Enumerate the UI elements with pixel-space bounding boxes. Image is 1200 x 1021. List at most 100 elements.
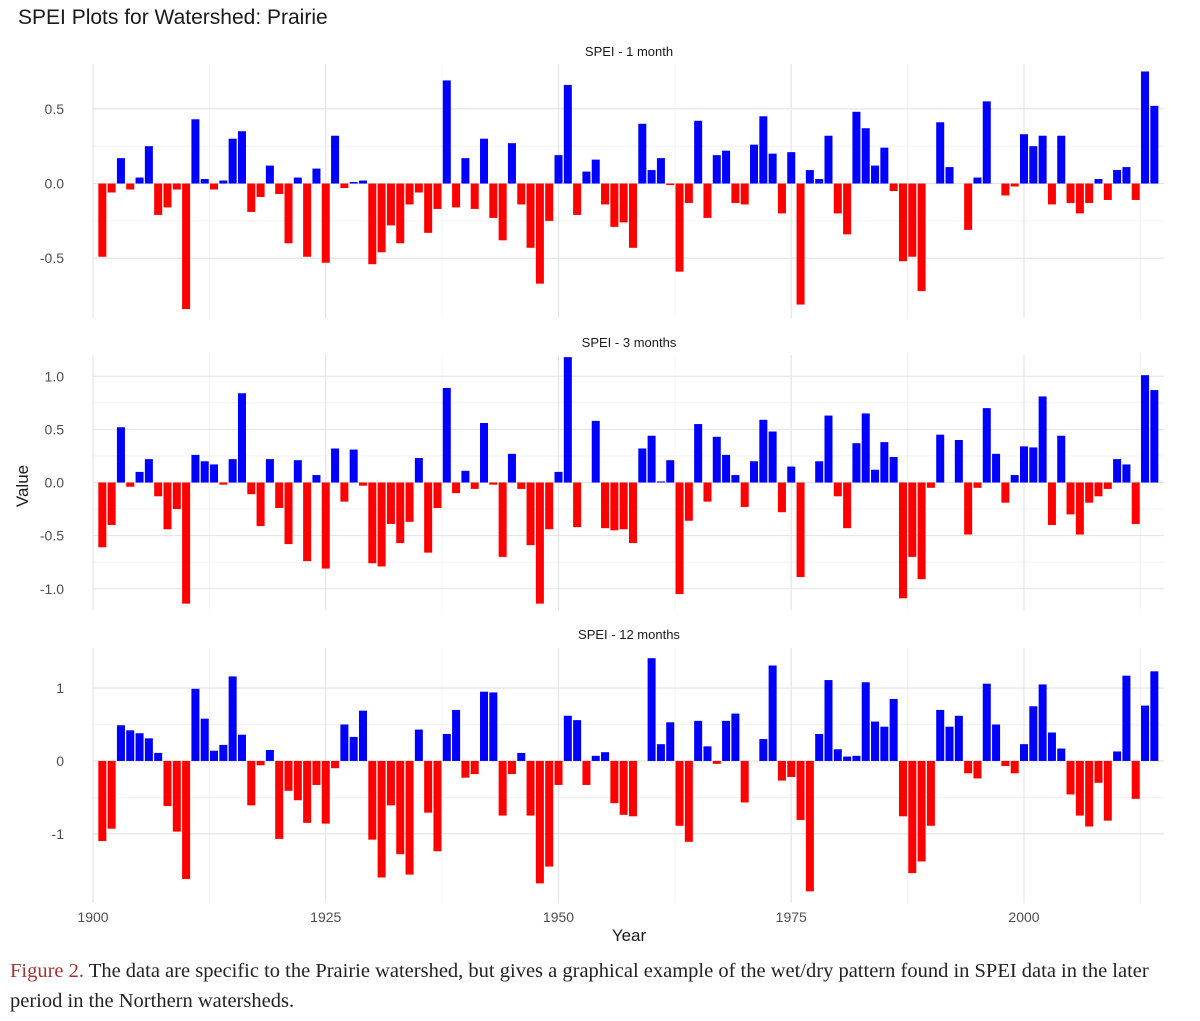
bar-1951 bbox=[563, 357, 572, 483]
bar-1988 bbox=[908, 183, 917, 257]
bar-1974 bbox=[777, 183, 786, 214]
bar-1957 bbox=[619, 482, 628, 530]
bar-2002 bbox=[1038, 684, 1047, 761]
bar-1927 bbox=[340, 482, 349, 502]
bar-1910 bbox=[182, 482, 191, 604]
bar-1920 bbox=[275, 482, 284, 508]
figure-caption: Figure 2. The data are specific to the P… bbox=[10, 956, 1190, 1016]
bar-1952 bbox=[573, 720, 582, 761]
bar-1984 bbox=[871, 469, 880, 483]
panel-spei-3-months: SPEI - 3 months 1.0 0.5 0.0 -0.5 -1.0 bbox=[40, 335, 1164, 610]
bar-2006 bbox=[1075, 482, 1084, 535]
bar-1995 bbox=[973, 760, 982, 779]
bar-1903 bbox=[116, 158, 125, 184]
bar-2008 bbox=[1094, 482, 1103, 497]
bar-1924 bbox=[312, 475, 321, 483]
bar-1950 bbox=[554, 471, 563, 483]
bar-1991 bbox=[936, 434, 945, 483]
bar-1969 bbox=[731, 713, 740, 761]
bar-1908 bbox=[163, 482, 172, 530]
bar-2005 bbox=[1066, 482, 1075, 515]
bar-1955 bbox=[601, 482, 610, 529]
bar-1918 bbox=[256, 183, 265, 197]
bar-1911 bbox=[191, 119, 200, 184]
bar-1931 bbox=[377, 482, 386, 567]
bar-1981 bbox=[843, 183, 852, 235]
bar-1995 bbox=[973, 482, 982, 488]
bar-1935 bbox=[414, 458, 423, 483]
bar-1941 bbox=[470, 760, 479, 775]
bar-1934 bbox=[405, 183, 414, 205]
bar-1952 bbox=[573, 183, 582, 215]
y-tick-label: 0.5 bbox=[45, 101, 65, 117]
bar-1904 bbox=[126, 183, 135, 190]
bar-1999 bbox=[1010, 475, 1019, 483]
bar-1908 bbox=[163, 183, 172, 208]
bar-1947 bbox=[526, 760, 535, 816]
bar-1948 bbox=[535, 183, 544, 284]
caption-label: Figure 2. bbox=[10, 960, 85, 982]
bar-1951 bbox=[563, 715, 572, 761]
bar-1918 bbox=[256, 760, 265, 766]
bar-1979 bbox=[824, 135, 833, 184]
bar-1954 bbox=[591, 755, 600, 761]
bar-2008 bbox=[1094, 760, 1103, 783]
bar-1969 bbox=[731, 183, 740, 203]
bar-1921 bbox=[284, 183, 293, 244]
bar-1933 bbox=[396, 482, 405, 544]
bar-1902 bbox=[107, 760, 116, 829]
bar-1970 bbox=[740, 183, 749, 205]
bar-1973 bbox=[768, 665, 777, 761]
bar-1933 bbox=[396, 183, 405, 244]
bar-1915 bbox=[228, 676, 237, 761]
bar-1993 bbox=[954, 715, 963, 761]
bar-1967 bbox=[712, 760, 721, 764]
bar-1927 bbox=[340, 183, 349, 189]
bar-1936 bbox=[424, 760, 433, 813]
bar-1955 bbox=[601, 183, 610, 205]
bar-1916 bbox=[237, 734, 246, 761]
panel-spei-1-month: SPEI - 1 month 0.5 0.0 -0.5 bbox=[40, 44, 1164, 318]
bar-1967 bbox=[712, 155, 721, 184]
bar-2002 bbox=[1038, 396, 1047, 483]
bar-1987 bbox=[898, 482, 907, 599]
bar-1929 bbox=[358, 710, 367, 761]
bar-1961 bbox=[656, 158, 665, 184]
bar-1983 bbox=[861, 682, 870, 761]
bar-1966 bbox=[703, 183, 712, 218]
bar-1941 bbox=[470, 482, 479, 489]
bar-1958 bbox=[628, 760, 637, 817]
bar-1934 bbox=[405, 482, 414, 522]
bar-1997 bbox=[992, 724, 1001, 761]
bar-1995 bbox=[973, 177, 982, 184]
bar-1981 bbox=[843, 482, 852, 529]
bar-1954 bbox=[591, 159, 600, 184]
bar-1986 bbox=[889, 457, 898, 483]
bar-1907 bbox=[154, 183, 163, 215]
bar-1915 bbox=[228, 138, 237, 184]
bar-1907 bbox=[154, 482, 163, 497]
bar-1962 bbox=[666, 183, 675, 186]
bar-1982 bbox=[852, 755, 861, 761]
bar-1941 bbox=[470, 183, 479, 209]
bar-1925 bbox=[321, 183, 330, 263]
y-axis-label: Value bbox=[13, 465, 32, 507]
bar-1975 bbox=[787, 760, 796, 777]
x-tick-label: 2000 bbox=[1008, 909, 1039, 925]
bar-2007 bbox=[1085, 760, 1094, 827]
bar-2006 bbox=[1075, 760, 1084, 816]
bar-1902 bbox=[107, 183, 116, 193]
bar-1949 bbox=[545, 183, 554, 221]
bar-1968 bbox=[722, 720, 731, 761]
bar-1974 bbox=[777, 760, 786, 781]
bar-1960 bbox=[647, 658, 656, 761]
bar-1978 bbox=[815, 461, 824, 483]
bar-1918 bbox=[256, 482, 265, 527]
bar-1917 bbox=[247, 760, 256, 806]
bar-1914 bbox=[219, 744, 228, 761]
bar-1986 bbox=[889, 183, 898, 191]
bar-1922 bbox=[293, 460, 302, 483]
bar-2010 bbox=[1113, 751, 1122, 761]
bar-1965 bbox=[694, 120, 703, 184]
x-tick-label: 1950 bbox=[543, 909, 574, 925]
